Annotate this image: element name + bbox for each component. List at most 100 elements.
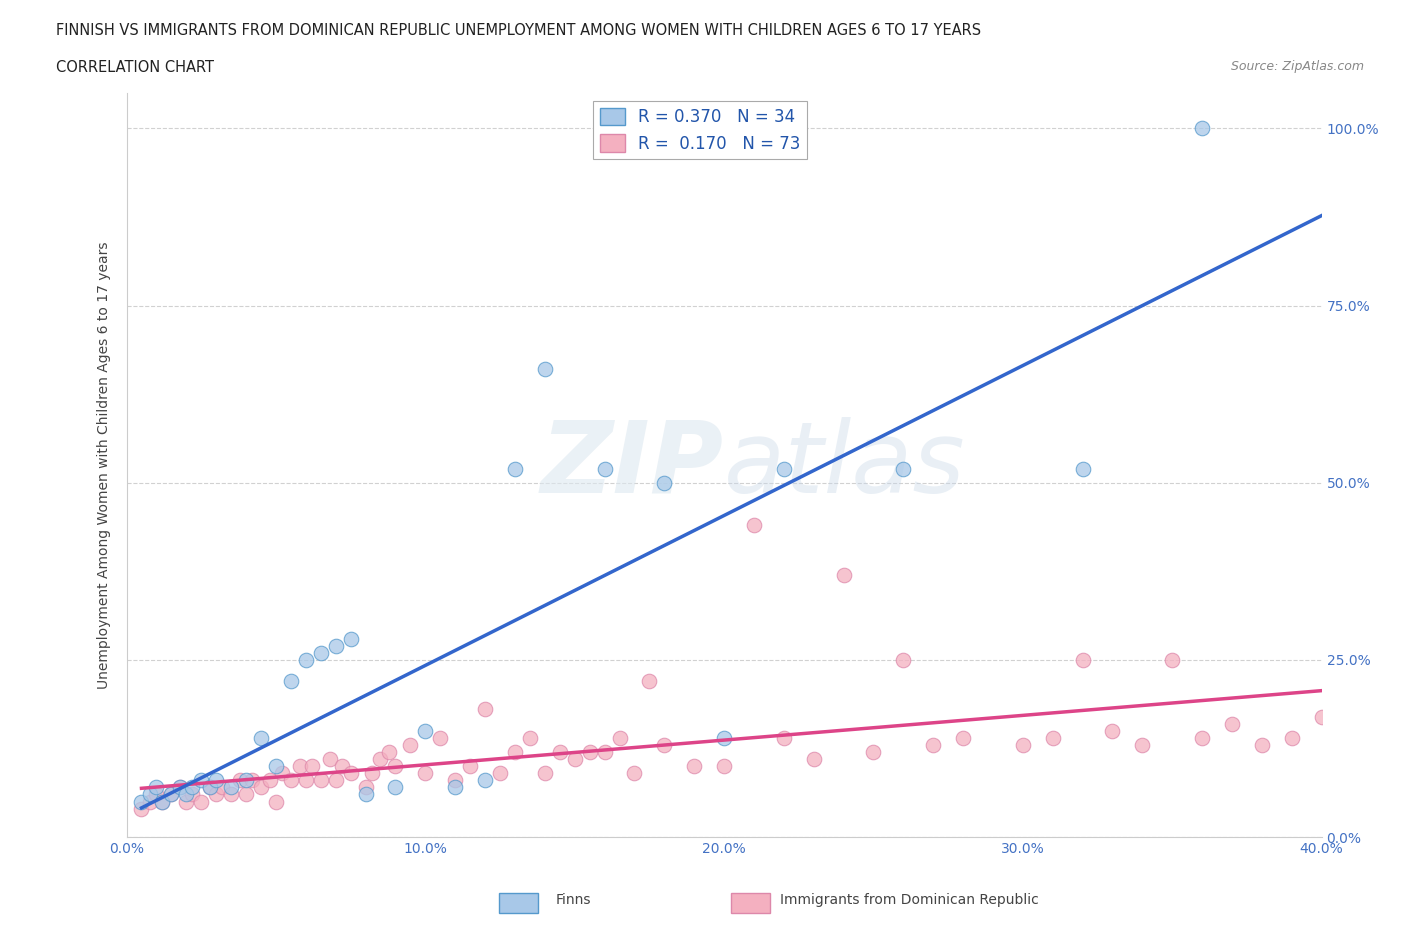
Point (169, 780, 191, 795)
Point (1310, 709, 1333, 724)
Point (354, 780, 377, 795)
Point (1220, 716, 1243, 731)
Point (190, 773, 212, 788)
Point (534, 765, 557, 780)
Point (415, 765, 437, 780)
Point (742, 518, 765, 533)
Point (384, 780, 406, 795)
Point (638, 673, 661, 688)
Text: Source: ZipAtlas.com: Source: ZipAtlas.com (1230, 60, 1364, 73)
Point (325, 773, 347, 788)
Point (832, 567, 855, 582)
Point (325, 638, 347, 653)
Text: FINNISH VS IMMIGRANTS FROM DOMINICAN REPUBLIC UNEMPLOYMENT AMONG WOMEN WITH CHIL: FINNISH VS IMMIGRANTS FROM DOMINICAN REP… (56, 23, 981, 38)
Point (294, 773, 316, 788)
Point (280, 673, 302, 688)
Point (160, 787, 183, 802)
Point (360, 765, 382, 780)
Point (534, 362, 557, 377)
Point (1042, 730, 1064, 745)
Point (309, 773, 332, 788)
Point (773, 461, 796, 476)
Point (1191, 730, 1213, 745)
Point (139, 794, 162, 809)
Point (893, 653, 915, 668)
Point (593, 745, 616, 760)
Point (519, 730, 541, 745)
Y-axis label: Unemployment Among Women with Children Ages 6 to 17 years: Unemployment Among Women with Children A… (97, 241, 111, 689)
Point (330, 759, 353, 774)
Point (174, 787, 197, 802)
Point (1071, 461, 1094, 476)
Point (152, 794, 174, 809)
Point (339, 631, 361, 646)
Point (181, 787, 204, 802)
Point (713, 759, 735, 774)
Point (474, 773, 496, 788)
Point (280, 773, 302, 788)
Point (1161, 653, 1184, 668)
Point (489, 765, 512, 780)
Point (803, 751, 825, 766)
Point (444, 773, 467, 788)
Point (181, 780, 204, 795)
Point (294, 653, 316, 668)
Point (205, 773, 228, 788)
Point (952, 730, 974, 745)
Point (370, 751, 392, 766)
Point (301, 759, 323, 774)
Point (235, 787, 257, 802)
Point (152, 794, 174, 809)
Point (139, 787, 162, 802)
Point (250, 730, 273, 745)
Point (145, 780, 167, 795)
Text: atlas: atlas (724, 417, 966, 513)
Point (378, 745, 401, 760)
Point (429, 730, 451, 745)
Point (211, 780, 233, 795)
Point (444, 780, 467, 795)
Point (384, 759, 406, 774)
Point (145, 787, 167, 802)
Text: CORRELATION CHART: CORRELATION CHART (56, 60, 214, 75)
Point (399, 737, 422, 752)
Point (131, 794, 153, 809)
Text: ZIP: ZIP (541, 417, 724, 513)
Point (354, 787, 377, 802)
Point (1101, 724, 1123, 738)
Point (235, 773, 257, 788)
Point (264, 794, 287, 809)
Point (1011, 737, 1033, 752)
Text: Finns: Finns (555, 893, 591, 907)
Legend: R = 0.370   N = 34, R =  0.170   N = 73: R = 0.370 N = 34, R = 0.170 N = 73 (593, 101, 807, 159)
Point (288, 759, 311, 774)
Point (259, 773, 281, 788)
Point (270, 765, 294, 780)
Point (458, 759, 481, 774)
Point (339, 765, 361, 780)
Point (190, 794, 212, 809)
Point (131, 802, 153, 817)
Point (219, 780, 242, 795)
Point (205, 787, 228, 802)
Point (309, 645, 332, 660)
Point (578, 745, 600, 760)
Point (773, 730, 796, 745)
Point (200, 780, 222, 795)
Point (174, 794, 197, 809)
Point (160, 787, 183, 802)
Point (503, 461, 526, 476)
Point (229, 773, 252, 788)
Point (240, 773, 263, 788)
Point (564, 751, 586, 766)
Point (1281, 730, 1303, 745)
Point (264, 759, 287, 774)
Point (593, 461, 616, 476)
Point (713, 730, 735, 745)
Point (200, 780, 222, 795)
Point (415, 724, 437, 738)
Point (318, 751, 342, 766)
Point (1071, 653, 1094, 668)
Point (548, 745, 571, 760)
Point (1130, 737, 1153, 752)
